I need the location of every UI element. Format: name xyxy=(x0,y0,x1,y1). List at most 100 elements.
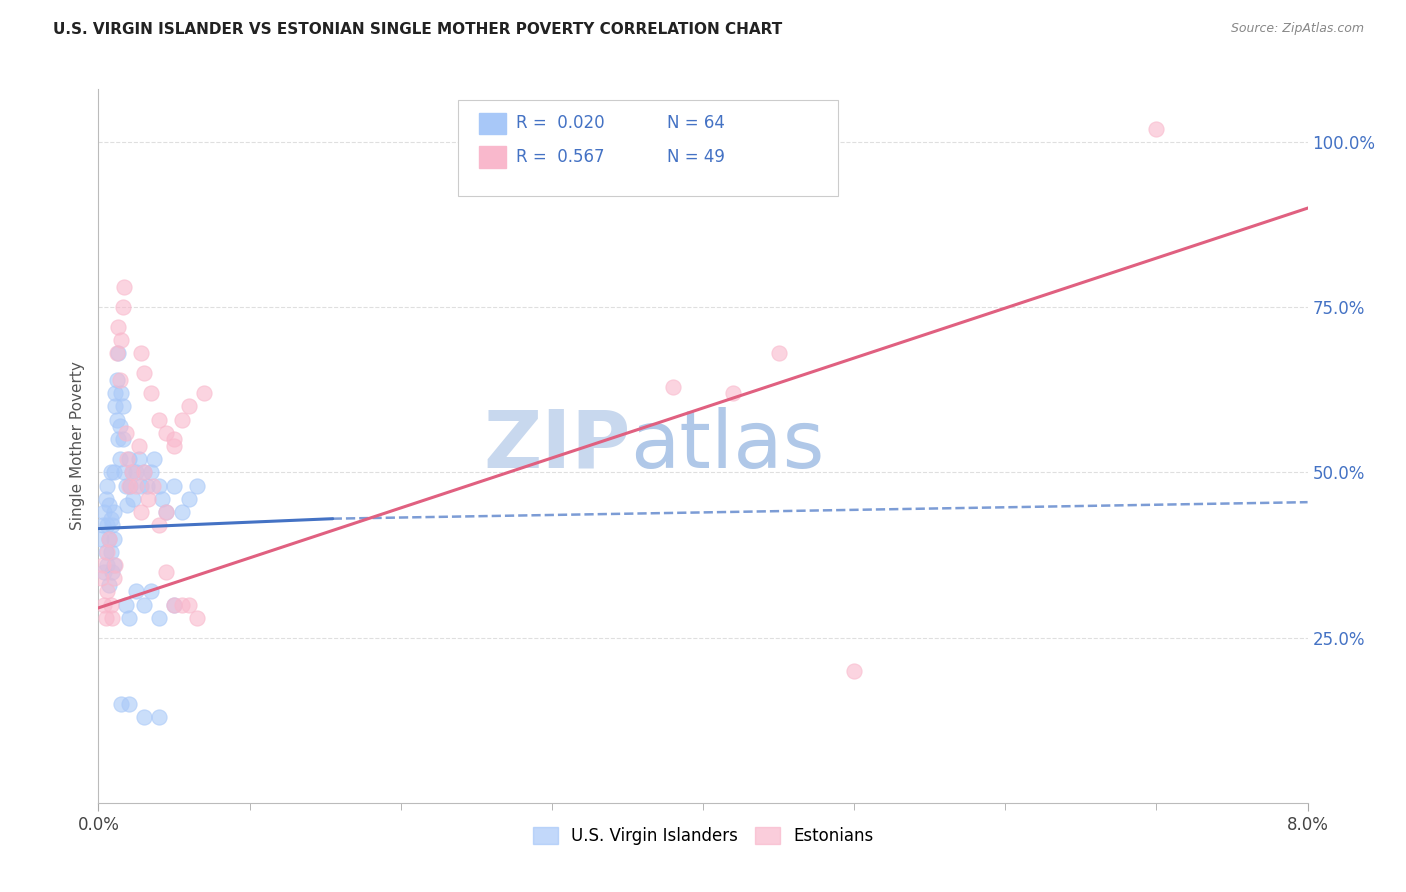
Point xyxy=(132,710,155,724)
Point xyxy=(128,439,150,453)
Point xyxy=(114,598,136,612)
Point xyxy=(141,386,163,401)
Text: ZIP: ZIP xyxy=(484,407,630,485)
Point xyxy=(110,697,132,711)
Point xyxy=(661,379,683,393)
Point xyxy=(179,400,201,414)
Point xyxy=(101,611,124,625)
Text: N = 49: N = 49 xyxy=(666,148,724,166)
Point xyxy=(96,478,118,492)
FancyBboxPatch shape xyxy=(457,100,838,196)
Point xyxy=(107,320,129,334)
Point xyxy=(1146,121,1168,136)
Point xyxy=(118,452,141,467)
Point xyxy=(179,598,201,612)
Point xyxy=(98,578,121,592)
Point xyxy=(91,518,114,533)
Point xyxy=(96,584,118,599)
Point xyxy=(103,532,125,546)
Point xyxy=(150,491,173,506)
Point xyxy=(94,491,117,506)
Point xyxy=(186,478,208,492)
Point xyxy=(142,478,165,492)
Point xyxy=(94,611,117,625)
Point xyxy=(105,346,128,360)
Point xyxy=(101,565,124,579)
Point xyxy=(110,386,132,401)
Point xyxy=(155,565,177,579)
Point xyxy=(129,346,152,360)
Point xyxy=(163,598,186,612)
Bar xyxy=(479,146,506,168)
Point xyxy=(141,584,163,599)
Point xyxy=(129,478,152,492)
Point xyxy=(105,373,128,387)
Point xyxy=(122,491,145,506)
Point xyxy=(125,584,148,599)
Point xyxy=(148,611,170,625)
Point xyxy=(98,532,121,546)
Point xyxy=(98,532,121,546)
Point xyxy=(163,433,186,447)
Text: R =  0.567: R = 0.567 xyxy=(516,148,605,166)
Point xyxy=(107,346,129,360)
Point xyxy=(141,466,163,480)
Point xyxy=(132,466,155,480)
Point xyxy=(91,558,114,572)
Text: N = 64: N = 64 xyxy=(666,114,724,132)
Point xyxy=(844,664,866,678)
Point xyxy=(104,558,127,572)
Point xyxy=(132,367,155,381)
Point xyxy=(100,511,122,525)
Point xyxy=(155,505,177,519)
Point xyxy=(103,466,125,480)
Point xyxy=(111,433,134,447)
Point xyxy=(179,491,201,506)
Point xyxy=(104,400,127,414)
Point xyxy=(118,611,141,625)
Point xyxy=(170,505,193,519)
Point xyxy=(100,545,122,559)
Point xyxy=(115,499,138,513)
Bar xyxy=(479,112,506,134)
Point xyxy=(90,532,112,546)
Point xyxy=(115,452,138,467)
Point xyxy=(112,466,135,480)
Point xyxy=(103,505,125,519)
Point xyxy=(128,452,150,467)
Point xyxy=(103,558,125,572)
Point xyxy=(114,478,136,492)
Point xyxy=(111,400,134,414)
Point xyxy=(148,412,170,426)
Point xyxy=(121,466,143,480)
Point xyxy=(100,466,122,480)
Point xyxy=(93,598,115,612)
Point xyxy=(90,571,112,585)
Point xyxy=(136,491,159,506)
Point xyxy=(96,545,118,559)
Point xyxy=(108,419,131,434)
Text: R =  0.020: R = 0.020 xyxy=(516,114,605,132)
Text: U.S. VIRGIN ISLANDER VS ESTONIAN SINGLE MOTHER POVERTY CORRELATION CHART: U.S. VIRGIN ISLANDER VS ESTONIAN SINGLE … xyxy=(53,22,783,37)
Point xyxy=(163,598,186,612)
Point xyxy=(108,373,131,387)
Point xyxy=(768,346,790,360)
Point xyxy=(135,478,157,492)
Point xyxy=(193,386,215,401)
Point xyxy=(107,433,129,447)
Point xyxy=(170,412,193,426)
Point xyxy=(93,505,115,519)
Legend: U.S. Virgin Islanders, Estonians: U.S. Virgin Islanders, Estonians xyxy=(526,820,880,852)
Point xyxy=(170,598,193,612)
Point xyxy=(110,333,132,347)
Point xyxy=(118,697,141,711)
Point xyxy=(148,710,170,724)
Y-axis label: Single Mother Poverty: Single Mother Poverty xyxy=(69,361,84,531)
Point xyxy=(111,300,134,314)
Point xyxy=(155,505,177,519)
Text: atlas: atlas xyxy=(630,407,825,485)
Point xyxy=(104,386,127,401)
Point xyxy=(148,518,170,533)
Point xyxy=(163,478,186,492)
Point xyxy=(186,611,208,625)
